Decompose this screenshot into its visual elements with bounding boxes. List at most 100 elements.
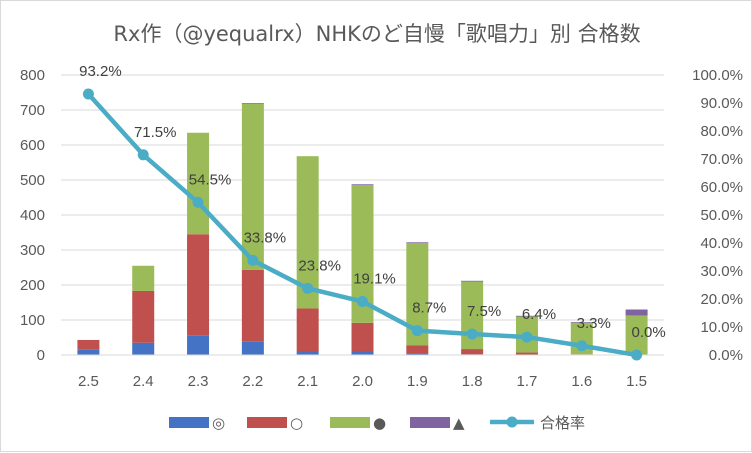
right-tick-label: 0.0% <box>709 347 743 364</box>
pass-rate-label: 54.5% <box>189 171 232 188</box>
stacked-bars <box>77 103 648 356</box>
legend-label: ▲ <box>453 414 465 432</box>
legend-swatch <box>410 417 450 428</box>
x-tick-label: 1.5 <box>626 373 647 390</box>
bar-segment <box>461 349 484 355</box>
pass-rate-label: 3.3% <box>577 315 611 332</box>
right-tick-label: 50.0% <box>700 207 743 224</box>
bar-segment <box>77 339 100 350</box>
pass-rate-label: 6.4% <box>522 306 556 323</box>
bar-segment <box>132 290 155 343</box>
left-tick-label: 800 <box>20 67 45 84</box>
x-tick-label: 2.4 <box>133 373 154 390</box>
x-tick-label: 1.7 <box>517 373 538 390</box>
x-tick-label: 1.6 <box>571 373 592 390</box>
left-tick-label: 300 <box>20 242 45 259</box>
left-tick-label: 100 <box>20 312 45 329</box>
bar-segment <box>625 315 648 355</box>
legend-label: ○ <box>290 414 303 432</box>
x-tick-label: 1.9 <box>407 373 428 390</box>
pass-rate-label: 33.8% <box>244 229 287 246</box>
pass-rate-point <box>521 331 533 343</box>
right-tick-label: 40.0% <box>700 235 743 252</box>
legend-label: ● <box>373 414 386 432</box>
x-tick-label: 2.1 <box>297 373 318 390</box>
pass-rate-point <box>411 325 423 337</box>
bar-segment <box>515 352 538 355</box>
bar-segment <box>406 243 429 346</box>
x-tick-label: 2.2 <box>242 373 263 390</box>
pass-rate-point <box>137 149 149 161</box>
pass-rate-point <box>466 328 478 340</box>
bar-segment <box>351 351 374 355</box>
pass-rate-point <box>82 88 94 100</box>
left-tick-label: 600 <box>20 137 45 154</box>
pass-rate-label: 7.5% <box>467 303 501 320</box>
right-tick-label: 10.0% <box>700 319 743 336</box>
bar-segment <box>296 308 319 352</box>
right-tick-label: 30.0% <box>700 263 743 280</box>
x-axis: 2.5 2.4 2.3 2.2 2.1 2.0 1.9 1.8 1.7 1.6 1.5 <box>78 373 647 390</box>
bar-segment <box>570 322 593 323</box>
pass-rate-point <box>631 349 643 361</box>
right-tick-label: 20.0% <box>700 291 743 308</box>
bar-segment <box>515 315 538 317</box>
right-tick-label: 90.0% <box>700 95 743 112</box>
legend-swatch <box>247 417 287 428</box>
right-tick-label: 100.0% <box>692 67 743 84</box>
right-tick-label: 80.0% <box>700 123 743 140</box>
pass-rate-point <box>302 282 314 294</box>
left-tick-label: 200 <box>20 277 45 294</box>
chart-title: Rx作（@yequalrx）NHKのど自慢「歌唱力」別 合格数 <box>113 22 640 46</box>
left-tick-label: 700 <box>20 102 45 119</box>
x-tick-label: 2.3 <box>188 373 209 390</box>
left-tick-label: 400 <box>20 207 45 224</box>
bar-segment <box>351 322 374 352</box>
pass-rate-point <box>247 254 259 266</box>
pass-rate-line <box>82 88 643 361</box>
pass-rate-label: 0.0% <box>631 324 665 341</box>
bar-segment <box>461 280 484 282</box>
pass-rate-label: 19.1% <box>353 271 396 288</box>
legend-label: ◎ <box>212 414 225 432</box>
x-tick-label: 1.8 <box>462 373 483 390</box>
legend-swatch <box>169 417 209 428</box>
bar-segment <box>351 184 374 323</box>
right-tick-label: 60.0% <box>700 179 743 196</box>
bar-segment <box>187 234 210 336</box>
bar-segment <box>187 335 210 355</box>
left-axis: 0 100 200 300 400 500 600 700 800 <box>20 67 45 364</box>
legend: ◎ ○ ● ▲ 合格率 <box>169 414 585 432</box>
pass-rate-label: 93.2% <box>79 63 122 80</box>
bar-segment <box>351 184 374 185</box>
bar-segment <box>406 242 429 243</box>
bar-segment <box>406 353 429 355</box>
bar-segment <box>241 341 264 355</box>
bar-segment <box>406 345 429 354</box>
bar-segment <box>625 309 648 316</box>
pass-rate-point <box>576 340 588 352</box>
bar-segment <box>296 156 319 309</box>
bar-segment <box>296 351 319 355</box>
legend-line-marker <box>506 416 518 428</box>
bar-segment <box>241 103 264 270</box>
legend-label: 合格率 <box>540 414 585 432</box>
right-tick-label: 70.0% <box>700 151 743 168</box>
x-tick-label: 2.5 <box>78 373 99 390</box>
bar-segment <box>132 265 155 291</box>
pass-rate-point <box>357 296 368 308</box>
right-axis: 0.0% 10.0% 20.0% 30.0% 40.0% 50.0% 60.0% 70.0% 8… <box>692 67 743 364</box>
pass-rate-label: 71.5% <box>134 124 177 141</box>
pass-rate-point <box>192 196 204 208</box>
bar-segment <box>241 103 264 104</box>
pass-rate-label: 23.8% <box>298 257 341 274</box>
bar-segment <box>241 269 264 342</box>
left-tick-label: 0 <box>37 347 45 364</box>
pass-rate-label: 8.7% <box>412 300 446 317</box>
pass-rate-labels: 93.2% 71.5% 54.5% 33.8% 23.8% 19.1% 8.7% 7.5% 6.… <box>79 63 666 341</box>
bar-segment <box>132 342 155 355</box>
bar-segment <box>77 349 100 355</box>
x-tick-label: 2.0 <box>352 373 373 390</box>
